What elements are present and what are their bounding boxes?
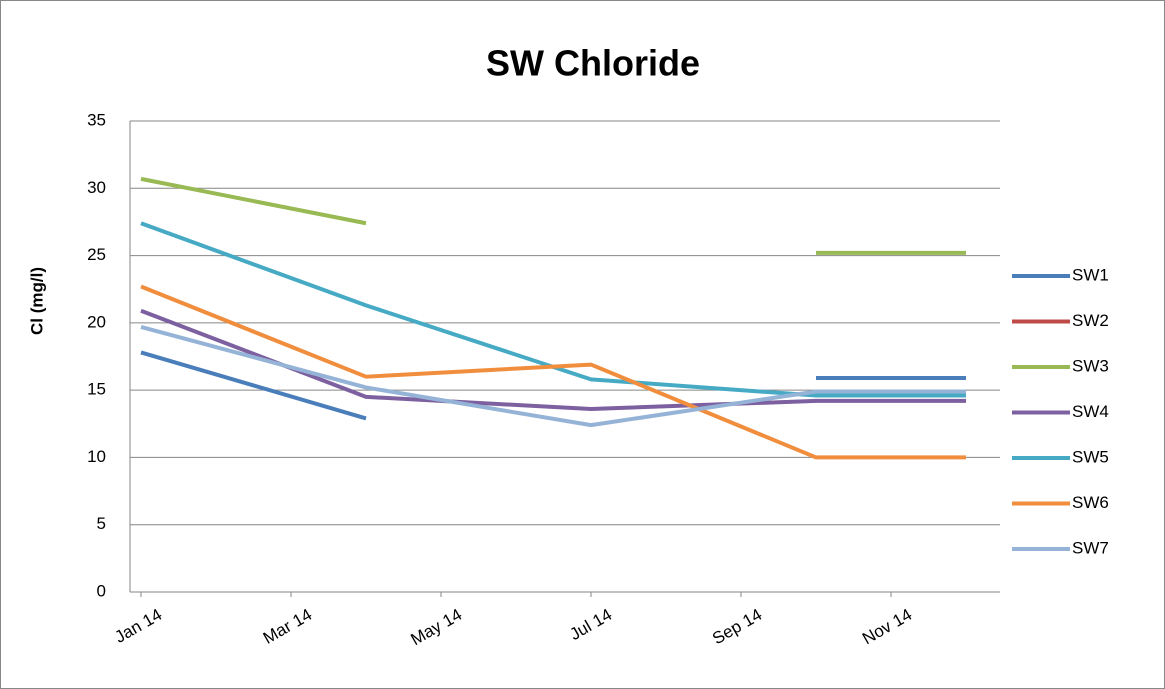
legend-label: SW4 <box>1072 402 1109 421</box>
chart-title: SW Chloride <box>486 43 700 84</box>
y-tick-label: 5 <box>97 514 106 533</box>
legend-label: SW6 <box>1072 493 1109 512</box>
series-line <box>140 350 966 421</box>
legend-label: SW7 <box>1072 538 1109 557</box>
legend-label: SW1 <box>1072 265 1109 284</box>
y-tick-label: 30 <box>87 178 106 197</box>
series-line <box>140 284 966 460</box>
y-tick-label: 10 <box>87 447 106 466</box>
legend-label: SW2 <box>1072 311 1109 330</box>
series-line <box>140 221 966 398</box>
y-tick-label: 35 <box>87 110 106 129</box>
y-tick-label: 15 <box>87 380 106 399</box>
legend-label: SW5 <box>1072 447 1109 466</box>
series-line <box>140 176 966 255</box>
y-axis-label: Cl (mg/l) <box>27 267 46 335</box>
y-tick-label: 20 <box>87 312 106 331</box>
y-tick-label: 25 <box>87 245 106 264</box>
series-line <box>140 324 966 428</box>
legend-label: SW3 <box>1072 356 1109 375</box>
y-tick-label: 0 <box>97 581 106 600</box>
